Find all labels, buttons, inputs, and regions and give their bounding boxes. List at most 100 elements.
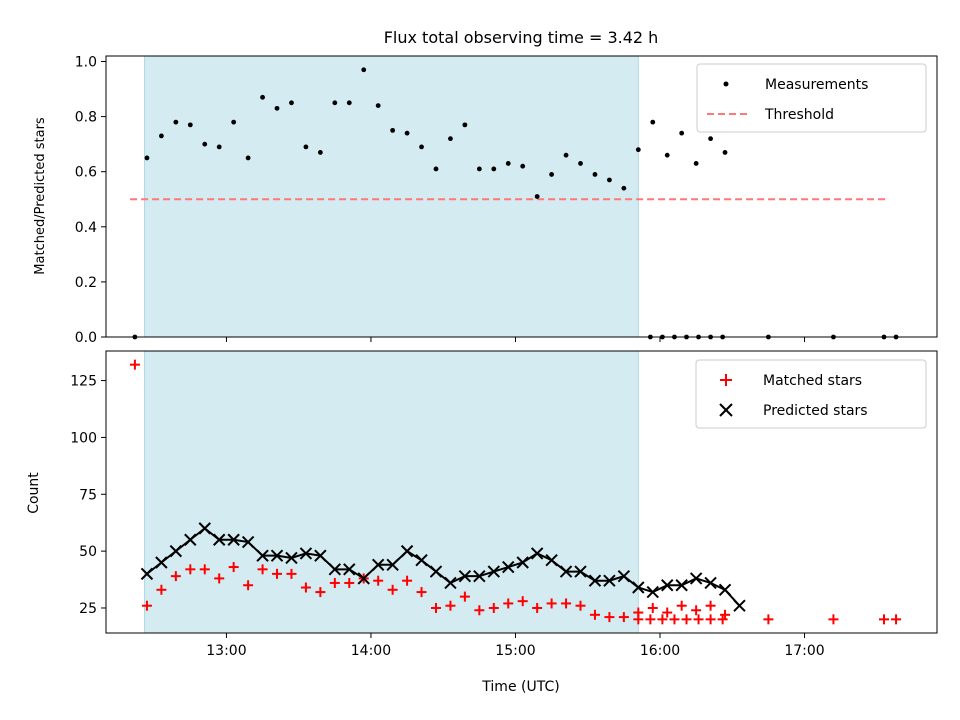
- y-tick-label: 1.0: [75, 55, 97, 71]
- top-legend: Measurements Threshold: [696, 63, 927, 133]
- matched-star-point: [474, 605, 485, 616]
- matched-star-point: [879, 614, 890, 625]
- measurement-point: [375, 103, 381, 108]
- matched-star-point: [141, 600, 152, 611]
- matched-star-point: [272, 568, 283, 579]
- matched-star-point: [575, 600, 586, 611]
- top-observing-window: [144, 55, 639, 338]
- measurement-point: [231, 119, 237, 125]
- measurement-point: [303, 144, 309, 150]
- predicted-star-point: [357, 572, 370, 585]
- matched-star-point: [402, 575, 413, 586]
- matched-star-point: [657, 614, 668, 625]
- measurement-point: [433, 166, 439, 172]
- measurement-point: [476, 166, 482, 172]
- bottom-panel: 25 50 75 100 125 13:00 14:00 15:00 16:00 17:00 T…: [26, 350, 938, 695]
- matched-star-point: [286, 568, 297, 579]
- y-tick-label: 0.4: [75, 220, 97, 236]
- measurement-point: [289, 100, 294, 106]
- bottom-legend: Matched stars Predicted stars: [695, 359, 927, 429]
- measurement-point: [274, 105, 280, 111]
- top-y-ticks: 0.0 0.2 0.4 0.6 0.8 1.0: [75, 55, 106, 346]
- matched-star-point: [662, 607, 673, 618]
- matched-star-point: [676, 600, 687, 611]
- predicted-star-point: [241, 535, 255, 549]
- predicted-star-point: [588, 574, 602, 587]
- measurement-point: [260, 94, 265, 100]
- matched-star-point: [604, 612, 615, 623]
- predicted-star-point: [299, 547, 313, 560]
- matched-star-point: [717, 614, 728, 625]
- matched-star-point: [228, 562, 239, 573]
- predicted-star-point: [371, 558, 385, 571]
- count-points: [129, 359, 902, 625]
- bottom-x-ticks: 13:00 14:00 15:00 16:00 17:00: [206, 633, 825, 659]
- matched-star-point: [170, 571, 181, 582]
- matched-star-point: [669, 614, 680, 625]
- matched-star-point: [257, 564, 268, 575]
- bottom-y-axis-label: Count: [26, 472, 42, 514]
- predicted-star-point: [213, 533, 226, 546]
- matched-star-point: [185, 564, 196, 575]
- matched-star-point: [828, 614, 839, 625]
- matched-star-point: [199, 564, 210, 575]
- measurement-point: [173, 119, 179, 125]
- measurement-point: [635, 147, 641, 153]
- predicted-stars-line: [146, 527, 741, 607]
- measurement-point: [722, 150, 728, 155]
- predicted-star-point: [314, 549, 327, 562]
- legend-predicted-label: Predicted stars: [763, 403, 868, 419]
- predicted-star-point: [502, 560, 515, 574]
- legend-matched-marker: [720, 374, 732, 386]
- measurement-point: [563, 152, 569, 158]
- legend-predicted-marker: [719, 403, 733, 417]
- predicted-star-point: [603, 574, 616, 587]
- predicted-star-point: [328, 563, 342, 576]
- top-panel: 0.0 0.2 0.4 0.6 0.8 1.0 Flux total observing …: [33, 28, 938, 346]
- predicted-star-point: [415, 554, 428, 567]
- measurement-point: [202, 141, 208, 147]
- y-tick-label: 0.6: [75, 165, 97, 181]
- matched-star-point: [430, 602, 441, 613]
- matched-star-point: [459, 591, 470, 602]
- y-tick-label: 0.0: [75, 330, 97, 346]
- legend-measurements-label: Measurements: [765, 77, 868, 93]
- top-x-ticks: [225, 337, 806, 342]
- predicted-star-point: [574, 565, 587, 578]
- matched-star-point: [705, 600, 716, 611]
- predicted-star-point: [444, 576, 457, 590]
- y-tick-label: 0.8: [75, 110, 97, 126]
- top-axes-frame: [105, 55, 938, 338]
- x-axis-label: Time (UTC): [481, 679, 559, 695]
- measurement-point: [650, 119, 656, 125]
- matched-star-point: [618, 612, 629, 623]
- measurement-point: [578, 161, 583, 166]
- y-tick-label: 125: [70, 374, 97, 390]
- matched-star-point: [214, 573, 225, 584]
- matched-star-point: [681, 614, 692, 625]
- predicted-star-point: [458, 569, 472, 583]
- matched-star-point: [647, 602, 658, 613]
- measurement-point: [693, 161, 699, 166]
- x-tick-label: 15:00: [495, 643, 535, 659]
- matched-star-point: [517, 596, 528, 607]
- matched-star-point: [344, 577, 355, 588]
- matched-star-point: [387, 584, 398, 595]
- matched-star-point: [705, 614, 716, 625]
- measurement-point: [462, 122, 468, 128]
- measurement-point: [419, 144, 424, 150]
- predicted-star-point: [733, 599, 746, 612]
- chart-title: Flux total observing time = 3.42 h: [384, 28, 659, 47]
- matched-star-point: [633, 614, 644, 625]
- predicted-star-point: [429, 565, 443, 578]
- measurement-point: [216, 144, 222, 150]
- legend-threshold-label: Threshold: [764, 107, 834, 123]
- predicted-star-point: [559, 565, 573, 578]
- measurement-point: [679, 130, 685, 136]
- measurement-point: [390, 127, 396, 133]
- measurement-point: [245, 155, 251, 161]
- matched-star-point: [891, 614, 902, 625]
- y-tick-label: 100: [70, 430, 97, 446]
- predicted-star-point: [516, 556, 529, 569]
- matched-star-point: [315, 587, 326, 598]
